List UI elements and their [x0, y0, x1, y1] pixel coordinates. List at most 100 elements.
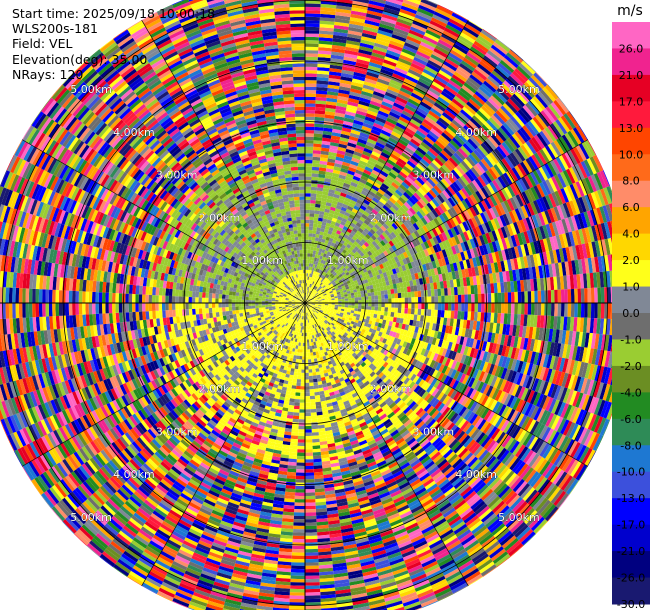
velocity-gate [347, 101, 359, 107]
velocity-gate [311, 293, 315, 296]
velocity-gate [365, 181, 374, 188]
velocity-gate [343, 59, 357, 66]
velocity-gate [372, 257, 377, 264]
velocity-gate [320, 150, 329, 156]
velocity-gate [377, 295, 382, 300]
velocity-gate [397, 307, 402, 314]
velocity-gate [325, 101, 337, 106]
velocity-gate [555, 249, 562, 263]
velocity-gate [400, 194, 409, 202]
velocity-gate [491, 230, 498, 242]
velocity-gate [590, 287, 595, 303]
velocity-gate [351, 178, 360, 185]
velocity-gate [454, 270, 460, 280]
velocity-gate [356, 288, 361, 292]
velocity-gate [586, 158, 597, 175]
velocity-gate [335, 288, 340, 292]
velocity-gate [474, 303, 479, 313]
velocity-gate [420, 141, 431, 151]
velocity-gate [394, 293, 398, 299]
velocity-gate [352, 154, 361, 161]
velocity-gate [390, 194, 399, 202]
velocity-gate [319, 231, 324, 236]
velocity-gate [348, 94, 361, 101]
velocity-gate [405, 243, 412, 251]
velocity-gate [504, 303, 508, 314]
velocity-gate [305, 136, 314, 141]
velocity-gate [570, 215, 579, 231]
velocity-gate [482, 172, 492, 184]
velocity-gate [370, 288, 374, 293]
velocity-gate [514, 208, 523, 221]
velocity-gate [493, 262, 499, 273]
velocity-gate [472, 247, 479, 258]
velocity-gate [393, 191, 401, 200]
velocity-gate [548, 193, 557, 208]
velocity-gate [450, 310, 455, 319]
velocity-gate [401, 110, 414, 119]
velocity-gate [338, 254, 343, 259]
velocity-gate [388, 171, 397, 180]
velocity-gate [402, 45, 418, 54]
velocity-gate [555, 156, 566, 172]
velocity-gate [574, 214, 582, 230]
velocity-gate [382, 256, 388, 263]
velocity-gate [323, 184, 330, 190]
velocity-gate [326, 262, 331, 267]
velocity-gate [331, 281, 336, 285]
velocity-gate [316, 288, 320, 292]
velocity-gate [306, 283, 309, 287]
velocity-gate [342, 279, 347, 284]
velocity-gate [519, 127, 532, 141]
velocity-gate [512, 93, 526, 108]
velocity-gate [312, 289, 315, 293]
velocity-gate [427, 269, 432, 277]
velocity-gate [524, 291, 528, 303]
velocity-gate [373, 232, 380, 239]
velocity-gate [407, 32, 423, 42]
velocity-gate [378, 209, 386, 217]
velocity-gate [410, 92, 424, 102]
velocity-gate [431, 104, 444, 115]
velocity-gate [388, 111, 401, 120]
velocity-gate [354, 246, 360, 252]
velocity-gate [471, 294, 475, 303]
velocity-gate [354, 294, 358, 298]
velocity-gate [305, 103, 316, 107]
velocity-gate [305, 209, 310, 214]
velocity-gate [321, 197, 328, 203]
velocity-gate [494, 303, 498, 314]
velocity-gate [354, 116, 365, 123]
velocity-gate [420, 41, 435, 51]
velocity-gate [551, 176, 561, 191]
velocity-gate [570, 148, 581, 164]
velocity-gate [457, 111, 470, 123]
velocity-gate [337, 92, 350, 98]
velocity-gate [393, 262, 399, 269]
velocity-gate [315, 275, 319, 280]
velocity-gate [492, 41, 509, 55]
velocity-gate [443, 147, 454, 158]
velocity-gate [316, 227, 321, 232]
velocity-gate [568, 231, 576, 247]
velocity-gate [365, 282, 370, 287]
velocity-gate [399, 54, 414, 63]
velocity-gate [553, 206, 562, 221]
velocity-gate [465, 171, 475, 182]
velocity-gate [480, 187, 490, 199]
velocity-gate [520, 205, 529, 219]
velocity-gate [439, 93, 452, 104]
velocity-gate [305, 216, 310, 220]
velocity-gate [340, 76, 353, 82]
velocity-gate [486, 154, 497, 167]
velocity-gate [407, 68, 422, 78]
velocity-gate [523, 60, 536, 73]
velocity-gate [328, 263, 333, 268]
velocity-gate [524, 189, 533, 203]
velocity-gate [539, 149, 550, 164]
velocity-gate [409, 118, 421, 128]
velocity-gate [383, 164, 392, 172]
velocity-gate [419, 226, 426, 235]
velocity-gate [430, 289, 435, 297]
velocity-gate [400, 113, 412, 122]
